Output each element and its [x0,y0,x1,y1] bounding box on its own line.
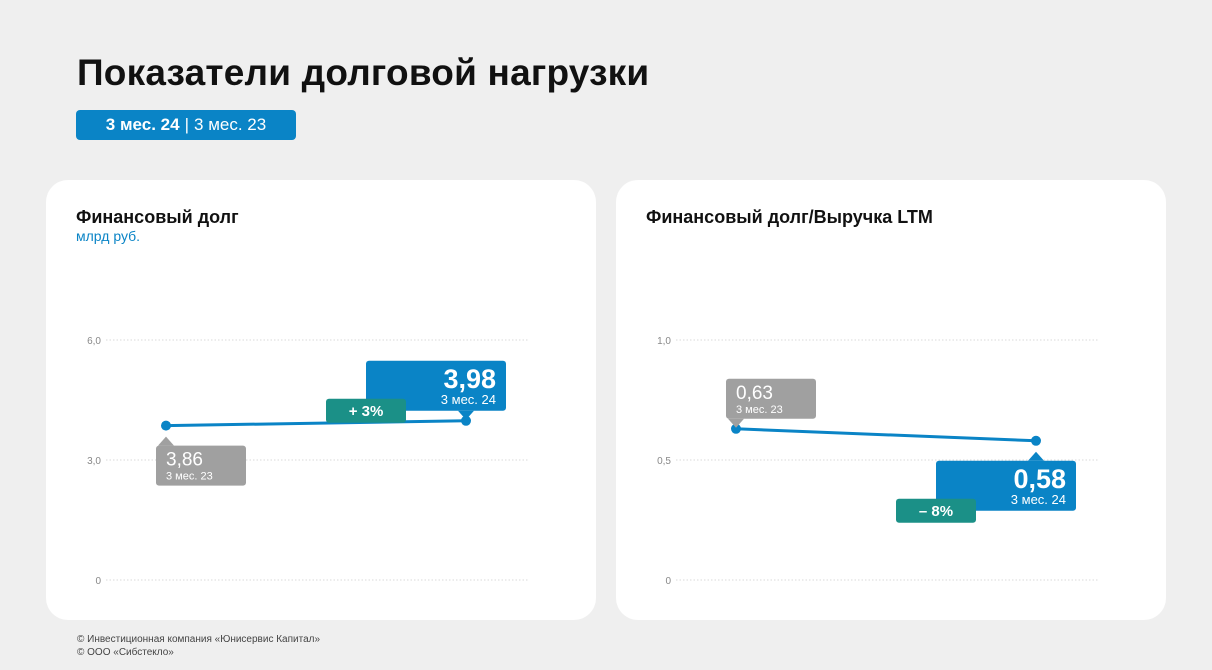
y-tick-label: 6,0 [87,336,101,347]
value-label: 3,98 [443,364,496,394]
footer: © Инвестиционная компания «Юнисервис Кап… [77,633,320,659]
period-switch[interactable]: 3 мес. 24 | 3 мес. 23 [76,110,296,140]
debt-to-revenue-card: Финансовый долг/Выручка LTM 0 0,5 1,0 0,63 3… [616,180,1166,620]
y-tick-label: 0,5 [657,456,671,467]
series-line [735,427,1037,443]
page-title: Показатели долговой нагрузки [77,52,650,93]
period-label: 3 мес. 23 [736,404,783,416]
debt-card: Финансовый долг млрд руб. 0 3,0 6,0 3,86 3 м… [46,180,596,620]
data-point [461,415,471,426]
data-point [161,420,171,431]
data-point [731,423,741,434]
footer-copyright-1: © Инвестиционная компания «Юнисервис Кап… [77,634,321,645]
callout-pointer [458,410,474,420]
period-active[interactable]: 3 мес. 24 [105,115,180,134]
period-label: 3 мес. 23 [166,471,213,483]
callout-pointer [1028,451,1044,461]
callout-pointer [728,418,744,428]
chart-title: Финансовый долг [76,207,239,227]
y-tick-label: 3,0 [87,456,101,467]
chart-subtitle: млрд руб. [76,228,141,244]
chart-title: Финансовый долг/Выручка LTM [646,207,933,227]
period-label: 3 мес. 24 [1011,492,1066,507]
debt-to-revenue-chart: 0 0,5 1,0 0,633 мес. 23 0,583 мес. 24 – 8% [657,336,1098,587]
change-label: + 3% [349,403,384,420]
period-separator: | [184,115,190,134]
value-label: 0,63 [736,383,773,404]
change-badge [896,498,976,523]
value-label: 3,86 [166,450,203,471]
y-tick-label: 1,0 [657,336,671,347]
footer-copyright-2: © ООО «Сибстекло» [77,647,174,658]
change-badge [326,398,406,423]
callout-pointer [158,436,174,446]
value-label: 0,58 [1013,464,1066,494]
change-label: – 8% [919,503,953,520]
value-callout [366,360,506,411]
value-callout [726,378,816,419]
data-point [1031,435,1041,446]
y-tick-label: 0 [95,576,101,587]
period-label: 3 мес. 24 [441,392,496,407]
period-inactive[interactable]: 3 мес. 23 [194,115,267,134]
value-callout [156,445,246,486]
series-line [165,419,467,428]
y-tick-label: 0 [665,576,671,587]
debt-chart: 0 3,0 6,0 3,863 мес. 23 3,983 мес. 24 + 3% [87,336,528,587]
value-callout [936,460,1076,511]
